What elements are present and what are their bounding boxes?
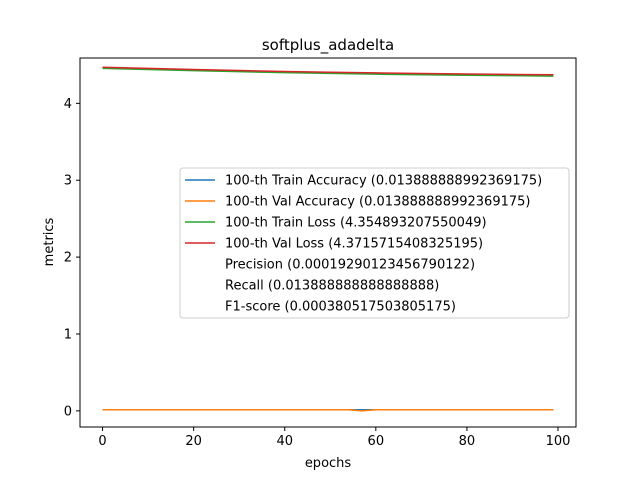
plot-frame [79, 57, 577, 428]
x-tick-label: 40 [276, 434, 293, 449]
legend: 100-th Train Accuracy (0.013888888992369… [179, 167, 570, 319]
x-axis-label: epochs [305, 456, 352, 471]
x-tick-label: 100 [546, 434, 571, 449]
x-axis: 0 20 40 60 80 100 [98, 427, 570, 449]
x-tick-label: 20 [185, 434, 202, 449]
legend-box [179, 167, 570, 319]
legend-entry-label: 100-th Train Loss (4.354893207550049) [225, 216, 487, 231]
x-tick-label: 0 [98, 434, 106, 449]
legend-entry-label: Recall (0.013888888888888888) [225, 279, 439, 294]
y-tick-label: 1 [64, 327, 72, 342]
series-line-2 [102, 409, 554, 412]
legend-entry-label: 100-th Train Accuracy (0.013888888992369… [225, 174, 542, 189]
legend-entry-label: 100-th Val Loss (4.3715715408325195) [225, 237, 483, 252]
x-tick-label: 80 [459, 434, 476, 449]
y-tick-label: 2 [64, 251, 72, 266]
y-axis-label: metrics [42, 217, 57, 266]
series-layer [102, 66, 554, 412]
y-tick-label: 3 [64, 174, 72, 189]
chart-title: softplus_adadelta [262, 36, 394, 55]
y-axis: 0 1 2 3 4 [64, 97, 80, 419]
series-line-3 [102, 67, 554, 77]
series-line-4 [102, 66, 554, 76]
legend-entry-label: F1-score (0.000380517503805175) [225, 300, 456, 315]
x-tick-label: 60 [368, 434, 385, 449]
y-tick-label: 4 [64, 97, 72, 112]
legend-entry-label: Precision (0.00019290123456790122) [225, 258, 475, 273]
legend-entry-label: 100-th Val Accuracy (0.01388888899236917… [225, 195, 530, 210]
y-tick-label: 0 [64, 404, 72, 419]
